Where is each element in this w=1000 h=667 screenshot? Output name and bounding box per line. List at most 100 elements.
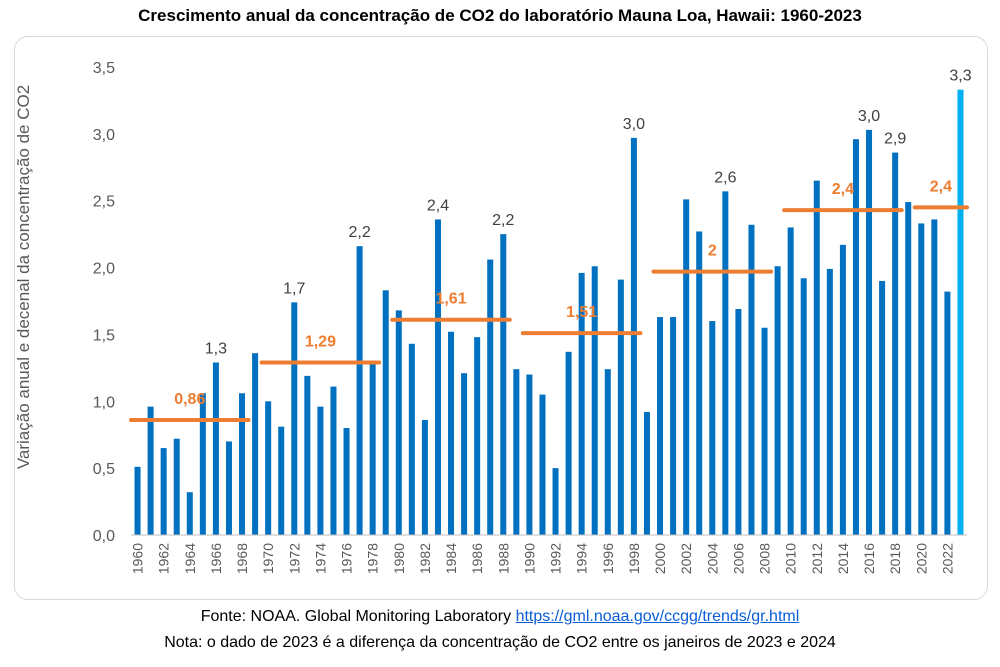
bar-value-label: 3,0 bbox=[858, 108, 880, 125]
bar-2019 bbox=[905, 202, 912, 535]
bar-1961 bbox=[147, 406, 154, 535]
bar-2009 bbox=[774, 266, 781, 535]
bar-1964 bbox=[186, 492, 193, 535]
chart-title: Crescimento anual da concentração de CO2… bbox=[138, 6, 862, 25]
bar-2011 bbox=[800, 278, 807, 535]
bar-1991 bbox=[539, 394, 546, 535]
bar-2015 bbox=[852, 139, 859, 535]
bar-2018 bbox=[892, 152, 899, 535]
bar-1999 bbox=[643, 411, 650, 535]
bar-1977 bbox=[356, 246, 363, 536]
bar-2022 bbox=[944, 291, 951, 535]
y-tick-label: 3,0 bbox=[93, 127, 115, 144]
y-tick-label: 0,0 bbox=[93, 528, 115, 545]
bar-1968 bbox=[239, 393, 246, 535]
bar-1988 bbox=[500, 234, 507, 535]
bar-1960 bbox=[134, 466, 141, 535]
decade-average-label: 1,29 bbox=[305, 334, 336, 351]
bar-1997 bbox=[617, 279, 624, 535]
x-tick-label: 1966 bbox=[208, 543, 224, 574]
x-tick-label: 2018 bbox=[887, 543, 903, 574]
x-tick-label: 1972 bbox=[286, 543, 302, 574]
bar-2012 bbox=[813, 180, 820, 535]
bar-value-label: 2,2 bbox=[348, 224, 370, 241]
bar-2001 bbox=[670, 317, 677, 535]
note-line: Nota: o dado de 2023 é a diferença da co… bbox=[164, 634, 836, 651]
bar-2023 bbox=[957, 89, 964, 535]
chart-frame: 0,0 0,5 1,0 1,5 2,0 2,5 3,0 3,5 1960 1962 1964 1966… bbox=[14, 36, 988, 600]
decade-average-label: 1,51 bbox=[566, 304, 597, 321]
bar-value-label: 3,3 bbox=[949, 68, 971, 85]
y-tick-label: 0,5 bbox=[93, 461, 115, 478]
bar-1975 bbox=[330, 386, 337, 535]
y-tick-label: 2,5 bbox=[93, 194, 115, 211]
bar-2021 bbox=[931, 219, 938, 536]
x-tick-label: 2020 bbox=[913, 543, 929, 574]
x-tick-label: 2022 bbox=[939, 543, 955, 574]
bar-1969 bbox=[252, 353, 259, 535]
bar-2002 bbox=[683, 199, 690, 535]
bar-1962 bbox=[160, 448, 167, 535]
decade-average-label: 2,4 bbox=[930, 178, 952, 195]
bar-2004 bbox=[709, 321, 716, 535]
x-tick-label: 2014 bbox=[835, 543, 851, 574]
y-tick-label: 1,0 bbox=[93, 394, 115, 411]
bar-1985 bbox=[461, 373, 468, 535]
bar-2010 bbox=[787, 227, 794, 535]
bar-1993 bbox=[565, 351, 572, 535]
bar-2013 bbox=[826, 268, 833, 535]
bar-1979 bbox=[382, 290, 389, 535]
y-tick-label: 1,5 bbox=[93, 327, 115, 344]
source-link[interactable]: https://gml.noaa.gov/ccgg/trends/gr.html bbox=[515, 608, 800, 625]
bar-1986 bbox=[474, 337, 481, 535]
bar-1967 bbox=[225, 441, 232, 535]
x-tick-label: 1990 bbox=[521, 543, 537, 574]
bar-value-label: 3,0 bbox=[623, 116, 645, 133]
bar-1966 bbox=[212, 362, 219, 535]
x-tick-label: 1988 bbox=[495, 543, 511, 574]
bar-value-label: 1,3 bbox=[205, 341, 227, 358]
bar-1976 bbox=[343, 428, 350, 535]
source-text: Fonte: NOAA. Global Monitoring Laborator… bbox=[200, 608, 512, 625]
bar-1978 bbox=[369, 361, 376, 535]
decade-average-label: 0,86 bbox=[174, 391, 205, 408]
x-tick-label: 1960 bbox=[130, 543, 146, 574]
bar-1994 bbox=[578, 272, 585, 535]
bar-1990 bbox=[526, 374, 533, 535]
bar-1974 bbox=[317, 406, 324, 535]
bar-2006 bbox=[735, 309, 742, 535]
x-tick-label: 2012 bbox=[809, 543, 825, 574]
y-tick-label: 3,5 bbox=[93, 60, 115, 77]
x-tick-label: 2006 bbox=[730, 543, 746, 574]
y-tick-label: 2,0 bbox=[93, 261, 115, 278]
bar-1987 bbox=[487, 259, 494, 535]
x-tick-label: 2000 bbox=[652, 543, 668, 574]
bar-value-label: 2,2 bbox=[492, 212, 514, 229]
decade-average-label: 2,4 bbox=[832, 181, 854, 198]
x-tick-label: 2016 bbox=[861, 543, 877, 574]
bar-1970 bbox=[265, 401, 272, 535]
bar-value-label: 2,4 bbox=[427, 197, 449, 214]
x-tick-label: 2008 bbox=[757, 543, 773, 574]
x-tick-label: 1992 bbox=[548, 543, 564, 574]
bar-value-label: 1,7 bbox=[283, 280, 305, 297]
bar-2003 bbox=[696, 231, 703, 535]
x-tick-label: 1974 bbox=[312, 543, 328, 574]
bar-2020 bbox=[918, 223, 925, 535]
bar-1996 bbox=[604, 369, 611, 535]
bar-1995 bbox=[591, 266, 598, 535]
bar-1972 bbox=[291, 302, 298, 535]
bar-value-label: 2,6 bbox=[714, 169, 736, 186]
bar-1973 bbox=[304, 375, 311, 535]
bar-value-label: 2,9 bbox=[884, 131, 906, 148]
bar-1980 bbox=[395, 310, 402, 535]
bar-1998 bbox=[630, 137, 637, 535]
x-tick-label: 1980 bbox=[391, 543, 407, 574]
bar-2008 bbox=[761, 327, 768, 535]
x-tick-label: 1978 bbox=[365, 543, 381, 574]
x-tick-label: 1984 bbox=[443, 543, 459, 574]
x-tick-label: 1982 bbox=[417, 543, 433, 574]
co2-growth-chart: 0,0 0,5 1,0 1,5 2,0 2,5 3,0 3,5 1960 1962 1964 1966… bbox=[93, 60, 972, 574]
bar-1982 bbox=[421, 420, 428, 535]
bar-1983 bbox=[434, 219, 441, 536]
